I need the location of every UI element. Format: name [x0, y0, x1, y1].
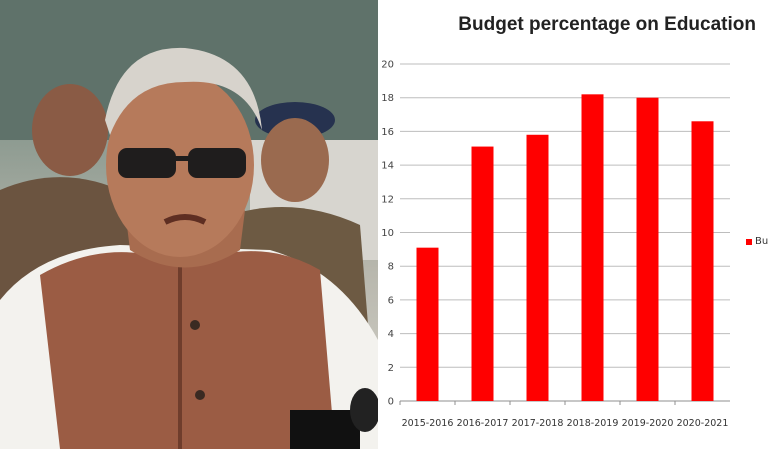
bar	[636, 97, 659, 401]
bar	[581, 94, 604, 401]
y-tick-label: 14	[381, 161, 394, 172]
y-tick-label: 10	[381, 228, 394, 239]
y-tick-label: 16	[381, 127, 394, 138]
vest-button	[195, 390, 205, 400]
bar	[416, 247, 439, 401]
bar	[691, 121, 714, 401]
main-man-vest	[40, 251, 335, 449]
sunglasses-left	[118, 148, 176, 178]
y-tick-label: 18	[381, 93, 394, 104]
y-tick-label: 4	[388, 329, 394, 340]
x-tick-label: 2019-2020	[622, 418, 674, 429]
y-tick-label: 8	[388, 262, 394, 273]
sunglasses-bridge	[172, 156, 192, 161]
y-tick-label: 20	[381, 60, 394, 71]
y-tick-label: 6	[388, 295, 394, 306]
x-tick-label: 2020-2021	[677, 418, 729, 429]
main-man-face	[106, 73, 254, 257]
chart-legend: Bud	[746, 236, 768, 247]
sunglasses-right	[188, 148, 246, 178]
photo-panel	[0, 0, 378, 449]
x-tick-label: 2015-2016	[402, 418, 454, 429]
microphone-head	[350, 388, 378, 432]
officer-right-head	[261, 118, 329, 202]
officer-left-head	[32, 84, 108, 176]
legend-swatch	[746, 238, 752, 245]
politician-photo	[0, 0, 378, 449]
y-tick-label: 0	[388, 397, 394, 408]
bar-chart: 0 2 4 6 8 10 12 14 16 18 20 2015-2016 2016-2017 2017-…	[381, 60, 730, 429]
x-tick-label: 2018-2019	[567, 418, 619, 429]
microphone	[290, 410, 360, 449]
chart-title: Budget percentage on Education	[458, 14, 756, 35]
bar	[526, 134, 549, 401]
bar	[471, 146, 494, 401]
x-tick-label: 2017-2018	[512, 418, 564, 429]
main-man-mouth	[163, 214, 207, 225]
vest-button	[190, 320, 200, 330]
main-man-hair	[105, 47, 262, 135]
x-tick-label: 2016-2017	[457, 418, 509, 429]
legend-label: Bud	[755, 236, 768, 247]
y-tick-label: 12	[381, 194, 394, 205]
chart-panel: Budget percentage on Education 0 2 4 6 8 10 12…	[378, 0, 768, 449]
y-tick-label: 2	[388, 363, 394, 374]
